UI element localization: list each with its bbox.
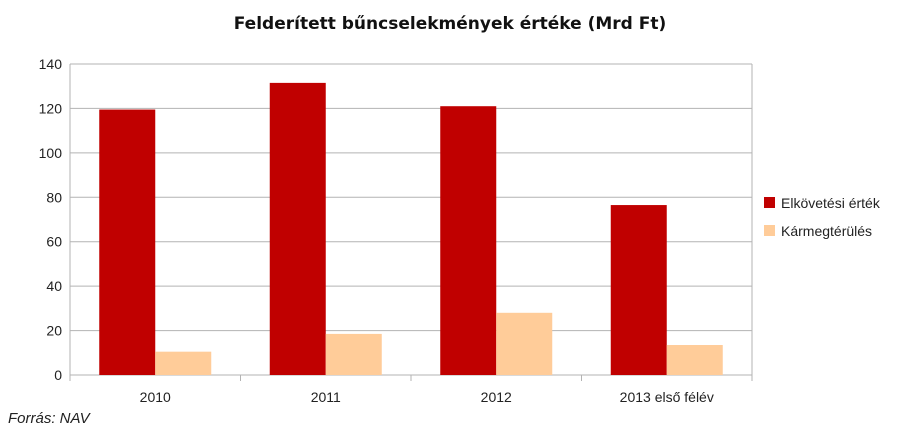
bar-karmegterules-1: [325, 333, 382, 375]
chart-title: Felderített bűncselekmények értéke (Mrd …: [233, 14, 667, 34]
x-tick-label: 2013 első félév: [620, 389, 714, 405]
bar-elkovetesi-ertek-1: [269, 82, 326, 375]
legend-swatch-elkovetesi-ertek: [764, 197, 775, 208]
x-tick-label: 2011: [311, 389, 341, 405]
y-tick-label: 20: [46, 323, 62, 339]
y-tick-label: 120: [39, 100, 63, 116]
legend-label-karmegterules: Kármegtérülés: [781, 223, 872, 239]
bars: [99, 82, 723, 376]
y-tick-label: 100: [39, 145, 63, 161]
y-tick-label: 80: [46, 189, 62, 205]
y-tick-label: 0: [54, 367, 62, 383]
bar-karmegterules-0: [155, 351, 212, 375]
y-tick-label: 140: [39, 56, 63, 72]
y-tick-labels: 0 20 40 60 80 100 120 140: [39, 56, 63, 383]
bar-elkovetesi-ertek-0: [99, 109, 156, 376]
x-tick-label: 2012: [481, 389, 512, 405]
bar-karmegterules-2: [496, 312, 553, 375]
source-note: Forrás: NAV: [8, 410, 90, 427]
y-tick-label: 40: [46, 278, 62, 294]
bar-karmegterules-3: [666, 345, 723, 375]
legend-label-elkovetesi-ertek: Elkövetési érték: [781, 195, 881, 211]
bar-elkovetesi-ertek-2: [440, 106, 497, 375]
x-tick-labels: 2010 2011 2012 2013 első félév: [140, 389, 714, 405]
legend-swatch-karmegterules: [764, 225, 775, 236]
y-tick-label: 60: [46, 234, 62, 250]
bar-elkovetesi-ertek-3: [610, 205, 667, 375]
x-tick-label: 2010: [140, 389, 171, 405]
legend: Elkövetési érték Kármegtérülés: [764, 195, 881, 239]
